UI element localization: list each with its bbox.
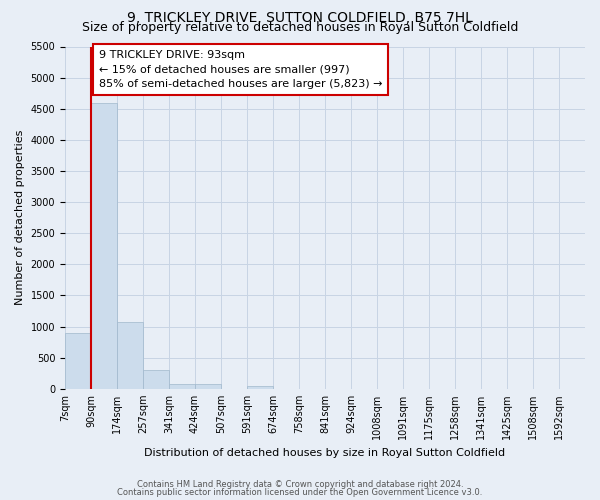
Bar bbox=[117, 322, 143, 389]
Y-axis label: Number of detached properties: Number of detached properties bbox=[15, 130, 25, 306]
Text: Size of property relative to detached houses in Royal Sutton Coldfield: Size of property relative to detached ho… bbox=[82, 22, 518, 35]
Bar bbox=[247, 386, 273, 389]
Bar bbox=[65, 333, 91, 389]
Bar bbox=[169, 384, 195, 389]
X-axis label: Distribution of detached houses by size in Royal Sutton Coldfield: Distribution of detached houses by size … bbox=[145, 448, 506, 458]
Bar bbox=[91, 102, 117, 389]
Text: Contains HM Land Registry data © Crown copyright and database right 2024.: Contains HM Land Registry data © Crown c… bbox=[137, 480, 463, 489]
Text: 9 TRICKLEY DRIVE: 93sqm
← 15% of detached houses are smaller (997)
85% of semi-d: 9 TRICKLEY DRIVE: 93sqm ← 15% of detache… bbox=[99, 50, 382, 89]
Text: 9, TRICKLEY DRIVE, SUTTON COLDFIELD, B75 7HL: 9, TRICKLEY DRIVE, SUTTON COLDFIELD, B75… bbox=[127, 11, 473, 25]
Bar bbox=[195, 384, 221, 389]
Text: Contains public sector information licensed under the Open Government Licence v3: Contains public sector information licen… bbox=[118, 488, 482, 497]
Bar bbox=[143, 370, 169, 389]
